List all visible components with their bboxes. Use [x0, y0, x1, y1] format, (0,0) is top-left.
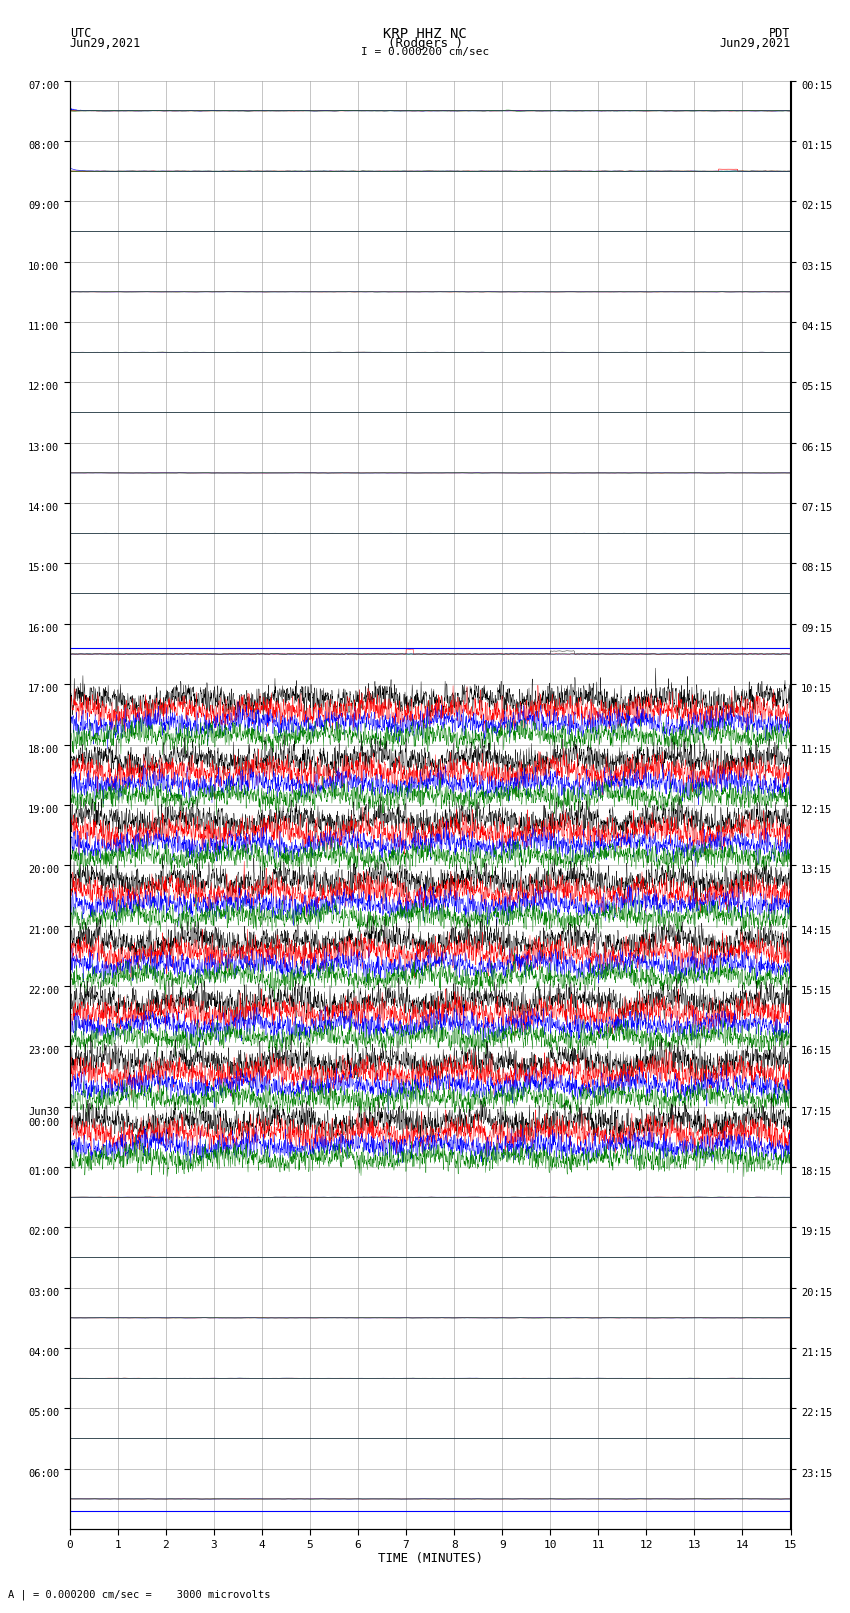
Text: (Rodgers ): (Rodgers ) — [388, 37, 462, 50]
Text: KRP HHZ NC: KRP HHZ NC — [383, 27, 467, 42]
Text: I = 0.000200 cm/sec: I = 0.000200 cm/sec — [361, 47, 489, 56]
Text: Jun29,2021: Jun29,2021 — [70, 37, 141, 50]
X-axis label: TIME (MINUTES): TIME (MINUTES) — [377, 1552, 483, 1565]
Text: UTC: UTC — [70, 27, 91, 40]
Text: A | = 0.000200 cm/sec =    3000 microvolts: A | = 0.000200 cm/sec = 3000 microvolts — [8, 1589, 271, 1600]
Text: PDT: PDT — [769, 27, 790, 40]
Text: Jun29,2021: Jun29,2021 — [719, 37, 791, 50]
